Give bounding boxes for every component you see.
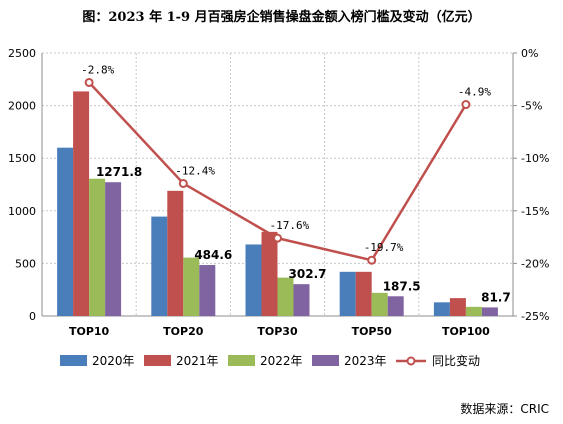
- source-note: 数据来源：CRIC: [460, 402, 549, 416]
- bar: [481, 307, 498, 316]
- y-left-tick-label: 1000: [8, 205, 36, 218]
- bar: [57, 147, 74, 316]
- yoy-point-label: -2.8%: [81, 63, 114, 76]
- y-left-tick-label: 2000: [8, 100, 36, 113]
- yoy-point: [461, 100, 471, 110]
- legend-label: 2020年: [92, 354, 135, 368]
- yoy-point: [273, 233, 282, 243]
- y-left-tick-label: 2500: [8, 47, 36, 60]
- yoy-point: [178, 178, 188, 188]
- bar: [151, 216, 168, 316]
- yoy-point: [84, 77, 94, 87]
- legend-label: 同比变动: [432, 353, 480, 368]
- y-left-tick-label: 1500: [8, 152, 36, 165]
- bar: [465, 306, 482, 316]
- yoy-point-label: -17.6%: [270, 219, 310, 232]
- x-category-label: TOP30: [257, 325, 298, 338]
- bar: [387, 296, 404, 316]
- yoy-point-label: -19.7%: [364, 241, 404, 254]
- bar: [183, 257, 200, 316]
- yoy-point-label: -12.4%: [175, 164, 215, 177]
- legend-swatch: [144, 355, 171, 366]
- bar: [449, 298, 466, 316]
- yoy-point: [367, 255, 377, 265]
- legend-label: 2023年: [344, 354, 387, 368]
- legend-line-marker: [406, 356, 416, 366]
- bar-data-label: 1271.8: [96, 165, 142, 179]
- y-right-tick-label: -15%: [521, 205, 549, 218]
- bar-data-label: 81.7: [481, 290, 511, 304]
- bar: [433, 302, 450, 316]
- x-category-label: TOP50: [352, 325, 393, 338]
- y-right-tick-label: -20%: [521, 257, 549, 270]
- bar: [89, 178, 106, 316]
- y-right-tick-label: -5%: [521, 100, 542, 113]
- bar: [293, 284, 310, 316]
- y-right-tick-label: -25%: [521, 310, 549, 323]
- bar: [199, 265, 216, 316]
- legend-label: 2021年: [176, 354, 219, 368]
- y-right-tick-label: 0%: [521, 47, 538, 60]
- x-category-label: TOP100: [442, 325, 490, 338]
- bar: [73, 91, 90, 316]
- y-left-tick-label: 500: [15, 257, 36, 270]
- bar: [277, 277, 294, 316]
- y-right-tick-label: -10%: [521, 152, 549, 165]
- bar-data-label: 302.7: [289, 267, 327, 281]
- bar-data-label: 187.5: [383, 279, 421, 293]
- bar: [105, 182, 122, 316]
- bar: [167, 190, 184, 316]
- bar: [371, 292, 388, 316]
- bar: [261, 231, 278, 316]
- bar-data-label: 484.6: [194, 248, 232, 262]
- x-category-label: TOP20: [163, 325, 204, 338]
- legend-swatch: [312, 355, 339, 366]
- bar: [339, 271, 356, 316]
- chart-title: 图：2023 年 1-9 月百强房企销售操盘金额入榜门槛及变动（亿元）: [82, 10, 481, 25]
- y-left-tick-label: 0: [29, 310, 36, 323]
- x-category-label: TOP10: [69, 325, 110, 338]
- bar: [355, 271, 372, 316]
- bar: [245, 244, 262, 316]
- yoy-point-label: -4.9%: [458, 86, 491, 99]
- legend-label: 2022年: [260, 354, 303, 368]
- legend-swatch: [60, 355, 87, 366]
- legend-swatch: [228, 355, 255, 366]
